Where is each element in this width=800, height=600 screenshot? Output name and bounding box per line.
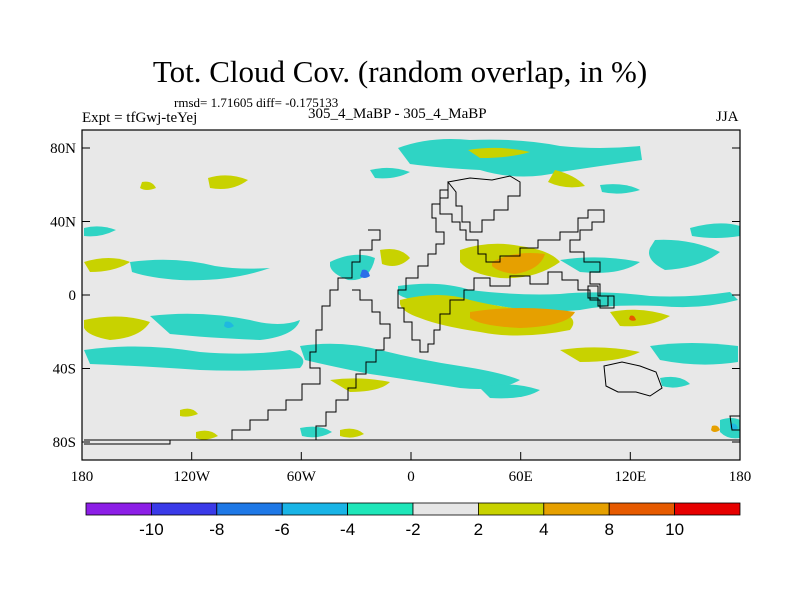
anomaly-fields [84, 139, 740, 440]
field-pac-cyan [649, 239, 720, 270]
field-north-yellow-2 [548, 170, 585, 188]
colorbar-label: 4 [539, 520, 548, 539]
y-tick-label: 80N [50, 141, 76, 157]
colorbar-label: 10 [665, 520, 684, 539]
colorbar-swatch [85, 502, 152, 516]
outline-south-america [315, 289, 391, 440]
y-tick-label: 80S [53, 435, 76, 451]
field-sio-red [629, 315, 636, 321]
field-ss-yellow [180, 408, 198, 417]
y-tick-label: 0 [69, 288, 77, 304]
field-sm-yellow [330, 378, 390, 392]
colorbar-label: -10 [139, 520, 164, 539]
map-panel [81, 129, 741, 461]
field-eq-orange [470, 308, 575, 328]
x-tick-label: 120W [173, 469, 211, 485]
x-tick-label: 60W [287, 469, 317, 485]
field-atl-yellow [380, 249, 410, 266]
field-sm-cyan-c [300, 343, 520, 389]
field-ss-cyan-e [720, 418, 740, 439]
field-trop-cyan-w [130, 259, 270, 281]
y-tick-label: 40S [53, 362, 76, 378]
field-small-yellow [140, 181, 156, 190]
colorbar-swatch [150, 502, 218, 516]
colorbar-swatch [608, 502, 676, 516]
colorbar-label: -4 [340, 520, 355, 539]
field-north-yellow [468, 147, 530, 158]
field-eq-cyan [398, 283, 738, 312]
coastlines [84, 175, 741, 445]
field-ss-orange-e [711, 425, 720, 432]
colorbar-swatch [347, 502, 414, 516]
outline-americas [84, 229, 381, 445]
field-west-cyan [84, 226, 116, 237]
field-sm-yellow-e [560, 347, 640, 362]
colorbar-swatch [281, 502, 349, 516]
field-sm-cyan-far [650, 343, 738, 365]
field-asia-cyan [600, 184, 640, 194]
outline-eurasia-africa [397, 182, 615, 353]
x-tick-label: 60E [509, 469, 533, 485]
y-axis-labels: 80N 40N 0 40S 80S [50, 141, 76, 451]
field-india-orange [492, 253, 545, 274]
field-atl-blue [360, 269, 370, 278]
colorbar-swatch [412, 502, 479, 516]
field-sm-cyan-e [480, 384, 540, 399]
colorbar-swatch [477, 502, 545, 516]
x-tick-label: 120E [614, 469, 646, 485]
colorbar-label: 8 [604, 520, 613, 539]
y-tick-label: 40N [50, 215, 76, 231]
colorbar: -10 -8 -6 -4 -2 2 4 8 10 [85, 502, 741, 539]
field-ss-yellow-2 [196, 430, 218, 440]
case-comparison-label: 305_4_MaBP - 305_4_MaBP [308, 106, 487, 122]
colorbar-swatch [674, 502, 741, 516]
field-trop-yellow-w [84, 258, 130, 272]
field-ss-yellow-3 [340, 428, 364, 438]
experiment-label: Expt = tfGwj-teYej [82, 110, 198, 126]
outline-australia [603, 361, 663, 397]
field-north-cyan [398, 139, 642, 177]
season-label: JJA [716, 109, 739, 125]
field-sp-mid [224, 321, 234, 328]
field-na-yellow [208, 175, 248, 189]
field-east-cyan [690, 223, 740, 238]
field-sm-cyan-small [660, 376, 690, 388]
colorbar-label: -2 [405, 520, 420, 539]
outline-indonesia [587, 285, 609, 307]
x-tick-label: 0 [407, 469, 415, 485]
x-tick-label: 180 [729, 469, 752, 485]
field-atl-cyan [370, 167, 410, 179]
field-sio-yellow [610, 309, 670, 327]
x-axis-labels: 180 120W 60W 0 60E 120E 180 [71, 469, 752, 485]
rmsd-diff-stats: rmsd= 1.71605 diff= -0.175133 [174, 95, 339, 110]
plot-title: Tot. Cloud Cov. (random overlap, in %) [152, 54, 648, 89]
field-sp-cyan [150, 313, 300, 340]
tick-marks [81, 147, 741, 460]
colorbar-label: 2 [474, 520, 483, 539]
colorbar-swatch [216, 502, 283, 516]
outline-scandinavia [447, 175, 521, 233]
field-sp-yellow [84, 316, 150, 340]
colorbar-label: -6 [275, 520, 290, 539]
x-tick-label: 180 [71, 469, 94, 485]
field-sm-cyan-w [84, 346, 304, 371]
colorbar-label: -8 [209, 520, 224, 539]
colorbar-swatch [543, 502, 610, 516]
